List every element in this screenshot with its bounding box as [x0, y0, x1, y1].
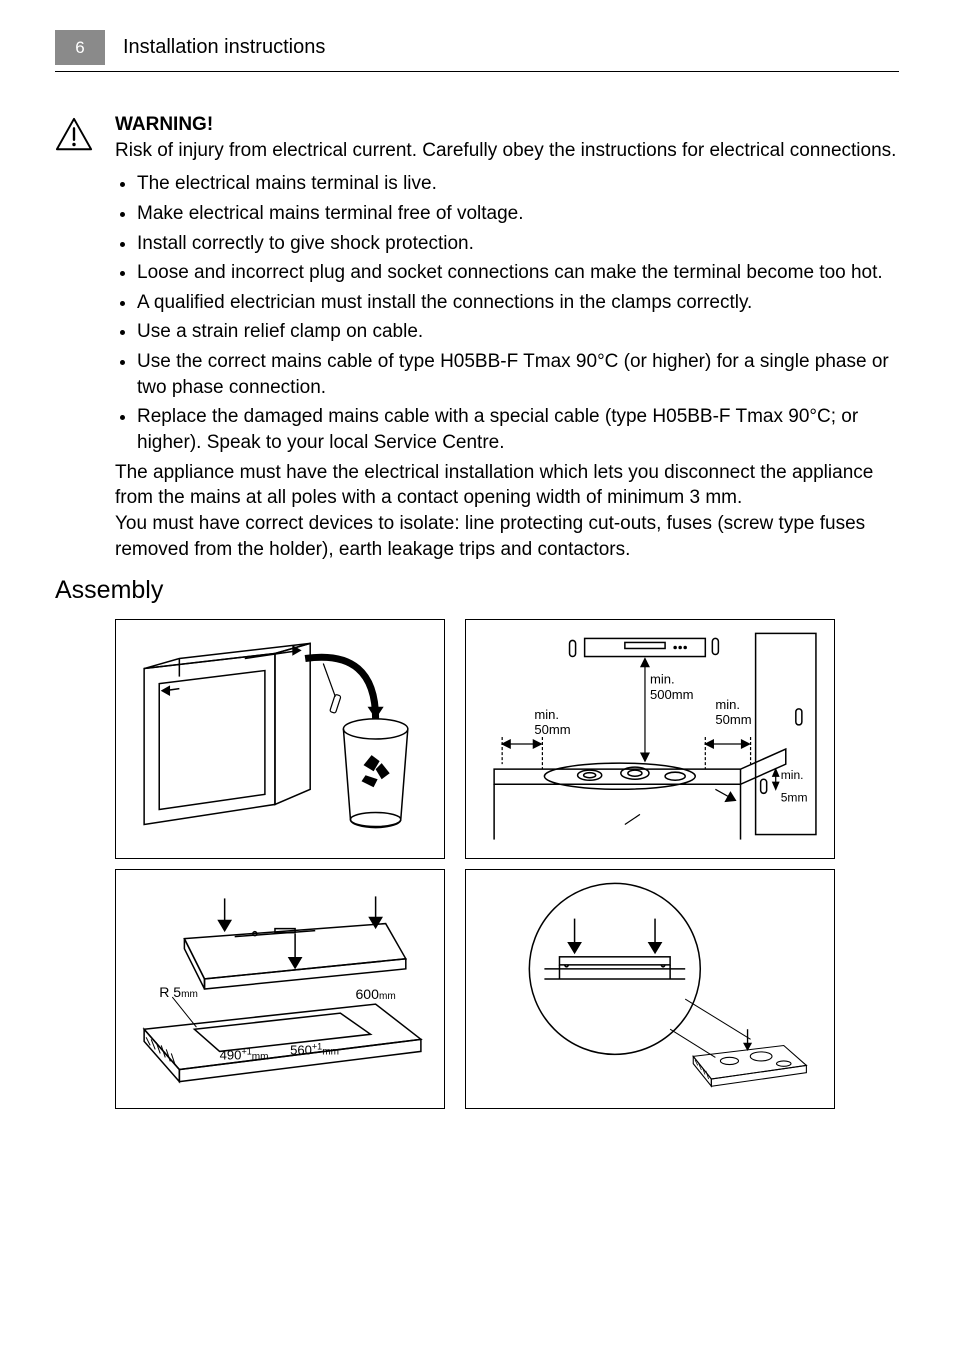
- page-header: 6 Installation instructions: [55, 30, 899, 65]
- warning-post-2: You must have correct devices to isolate…: [115, 511, 899, 562]
- warning-intro: Risk of injury from electrical current. …: [115, 138, 899, 164]
- figure-seal: [465, 869, 835, 1109]
- svg-text:50mm: 50mm: [534, 722, 570, 737]
- svg-text:600mm: 600mm: [355, 986, 395, 1002]
- list-item: Use the correct mains cable of type H05B…: [137, 349, 899, 400]
- list-item: Loose and incorrect plug and socket conn…: [137, 260, 899, 286]
- figure-clearances: min. 500mm min. 50mm min. 50mm min. 5mm: [465, 619, 835, 859]
- fig2-top-min: min.: [650, 672, 675, 687]
- figure-cutout: R 5mm 600mm 490+1mm 560+1mm: [115, 869, 445, 1109]
- warning-title: WARNING!: [115, 112, 899, 138]
- list-item: Install correctly to give shock protecti…: [137, 231, 899, 257]
- warning-icon: [55, 116, 93, 154]
- assembly-heading: Assembly: [55, 576, 899, 605]
- list-item: Make electrical mains terminal free of v…: [137, 201, 899, 227]
- warning-block: WARNING! Risk of injury from electrical …: [55, 112, 899, 562]
- warning-bullet-list: The electrical mains terminal is live. M…: [115, 171, 899, 455]
- warning-text: WARNING! Risk of injury from electrical …: [115, 112, 899, 562]
- svg-text:5mm: 5mm: [781, 791, 808, 805]
- svg-text:min.: min.: [781, 768, 804, 782]
- list-item: The electrical mains terminal is live.: [137, 171, 899, 197]
- header-title: Installation instructions: [105, 30, 343, 65]
- figure-unpack: [115, 619, 445, 859]
- warning-icon-col: [55, 112, 115, 159]
- header-rule: [55, 71, 899, 72]
- list-item: Use a strain relief clamp on cable.: [137, 319, 899, 345]
- list-item: Replace the damaged mains cable with a s…: [137, 404, 899, 455]
- svg-text:500mm: 500mm: [650, 687, 694, 702]
- warning-post-1: The appliance must have the electrical i…: [115, 460, 899, 511]
- svg-text:50mm: 50mm: [715, 712, 751, 727]
- list-item: A qualified electrician must install the…: [137, 290, 899, 316]
- svg-text:490+1mm: 490+1mm: [220, 1047, 269, 1063]
- svg-text:R 5mm: R 5mm: [159, 984, 198, 1000]
- figure-grid: min. 500mm min. 50mm min. 50mm min. 5mm: [115, 619, 899, 1109]
- svg-text:560+1mm: 560+1mm: [290, 1042, 339, 1058]
- page-number-box: 6: [55, 30, 105, 65]
- page-number: 6: [75, 38, 84, 58]
- svg-text:min.: min.: [715, 697, 740, 712]
- svg-text:min.: min.: [534, 707, 559, 722]
